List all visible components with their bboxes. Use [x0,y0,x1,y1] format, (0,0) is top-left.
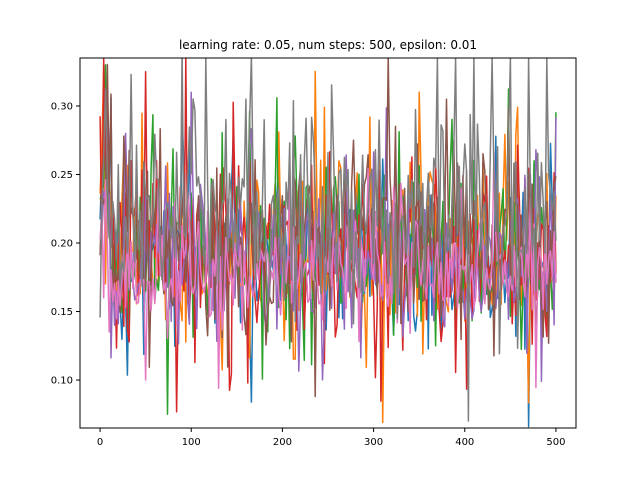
y-tick-label: 0.10 [51,376,73,387]
x-tick-label: 100 [182,437,201,448]
y-tick-label: 0.15 [51,307,73,318]
series-layer [99,58,557,428]
x-tick-label: 200 [273,437,292,448]
y-axis: 0.10 0.15 0.20 0.25 0.30 [51,101,80,387]
y-tick-label: 0.30 [51,101,73,112]
y-tick-label: 0.25 [51,170,73,181]
series-line-8 [99,58,557,422]
chart-title: learning rate: 0.05, num steps: 500, eps… [179,38,477,52]
y-tick-label: 0.20 [51,239,73,250]
x-tick-label: 300 [364,437,383,448]
x-tick-label: 0 [97,437,103,448]
x-tick-label: 500 [546,437,565,448]
x-tick-label: 400 [455,437,474,448]
x-axis: 0 100 200 300 400 500 [97,428,565,448]
